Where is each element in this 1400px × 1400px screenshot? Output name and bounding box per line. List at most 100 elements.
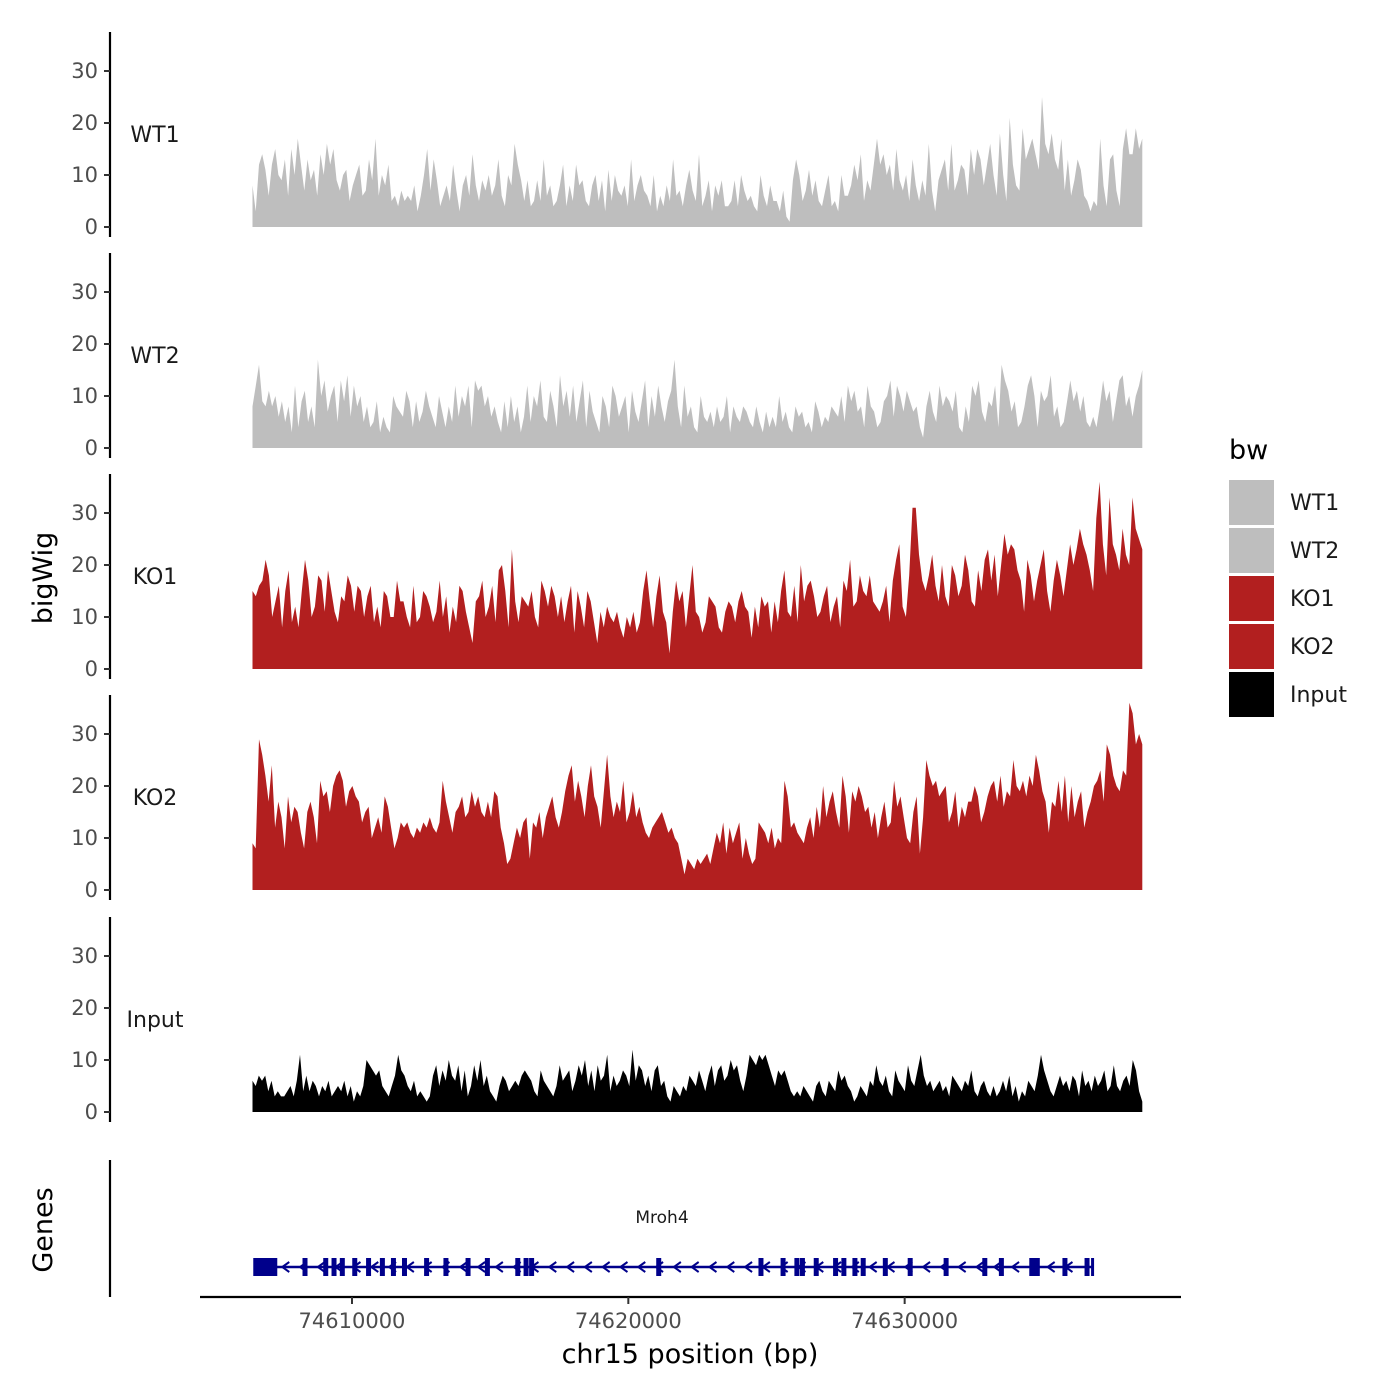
y-tick-label: 20 (71, 553, 98, 577)
exon (813, 1258, 819, 1276)
strand-arrow (956, 1261, 967, 1273)
exon (794, 1258, 800, 1276)
legend-swatch (1229, 480, 1274, 525)
x-tick-label: 74620000 (575, 1309, 682, 1333)
exon (253, 1258, 278, 1276)
signal-area-ko2 (252, 702, 1143, 890)
track-label: KO2 (133, 786, 178, 811)
exon (656, 1258, 662, 1276)
exon (323, 1258, 329, 1276)
signal-area-wt1 (252, 97, 1143, 227)
legend-label: Input (1290, 683, 1347, 708)
y-tick-label: 30 (71, 944, 98, 968)
exon (1029, 1258, 1035, 1276)
strand-arrow (689, 1261, 700, 1273)
strand-arrow (867, 1261, 878, 1273)
exon (1032, 1258, 1038, 1276)
x-axis: 74610000 74620000 74630000 (200, 1295, 1181, 1333)
legend-label: WT2 (1290, 539, 1339, 564)
y-tick-label: 20 (71, 774, 98, 798)
exon (529, 1258, 535, 1276)
exon (424, 1258, 430, 1276)
track-wt2: 0 10 20 30 WT2 (71, 253, 1143, 460)
exon (515, 1258, 521, 1276)
strand-arrow (636, 1261, 646, 1273)
exon (982, 1258, 988, 1276)
strand-arrow (458, 1261, 468, 1273)
strand-arrow (476, 1261, 486, 1273)
exon (758, 1258, 764, 1276)
y-tick-label: 30 (71, 501, 98, 525)
strand-arrow (725, 1261, 735, 1273)
strand-arrow (369, 1261, 379, 1273)
y-tick-label: 10 (71, 1048, 98, 1072)
strand-arrow (583, 1261, 593, 1273)
y-tick-label: 30 (71, 280, 98, 304)
exon (799, 1258, 805, 1276)
strand-arrow (743, 1261, 753, 1273)
track-ko1: 0 10 20 30 KO1 (71, 474, 1143, 681)
y-axis-title: bigWig (28, 532, 59, 625)
legend: bw WT1 WT2 KO1 KO2 Input (1229, 435, 1347, 717)
strand-arrow (316, 1261, 326, 1273)
y-tick-label: 0 (85, 215, 98, 239)
y-tick-label: 10 (71, 826, 98, 850)
legend-item-wt2: WT2 (1229, 528, 1339, 573)
track-label: Input (127, 1008, 184, 1033)
exon (1034, 1258, 1040, 1276)
legend-swatch (1229, 528, 1274, 573)
exon (1062, 1258, 1068, 1276)
track-wt1: 0 10 20 30 WT1 (71, 32, 1143, 239)
y-tick-label: 10 (71, 605, 98, 629)
x-tick-label: 74630000 (851, 1309, 958, 1333)
exon (852, 1258, 858, 1276)
bigwig-tracks: 0 10 20 30 WT1 0 10 20 30 WT2 0 10 20 30 KO1 0 10 20 30 KO2… (71, 32, 1143, 1124)
strand-arrow (547, 1261, 557, 1273)
exon (882, 1258, 888, 1276)
y-tick-label: 30 (71, 722, 98, 746)
signal-area-wt2 (252, 359, 1143, 448)
legend-label: KO2 (1290, 635, 1335, 660)
exon (907, 1258, 913, 1276)
strand-arrow (494, 1261, 504, 1273)
exon (833, 1258, 839, 1276)
track-input: 0 10 20 30 Input (71, 917, 1143, 1124)
exon (339, 1258, 345, 1276)
exon (943, 1258, 949, 1276)
track-label: WT2 (130, 344, 179, 369)
legend-title: bw (1229, 435, 1268, 466)
strand-arrow (707, 1261, 718, 1273)
genes-panel: Mroh4 (108, 1160, 1095, 1297)
track-label: KO1 (133, 565, 178, 590)
exon (352, 1258, 358, 1276)
exon (390, 1258, 396, 1276)
legend-item-ko1: KO1 (1229, 576, 1335, 621)
legend-label: KO1 (1290, 587, 1335, 612)
exon (841, 1258, 847, 1276)
gene-model (253, 1258, 1095, 1276)
y-tick-label: 0 (85, 1100, 98, 1124)
legend-item-ko2: KO2 (1229, 624, 1335, 669)
legend-swatch (1229, 624, 1274, 669)
strand-arrow (600, 1261, 611, 1273)
exon (302, 1258, 308, 1276)
strand-arrow (618, 1261, 629, 1273)
signal-area-ko1 (252, 481, 1143, 669)
x-axis-title: chr15 position (bp) (562, 1339, 819, 1370)
exon (998, 1258, 1004, 1276)
y-tick-label: 20 (71, 332, 98, 356)
y-tick-label: 0 (85, 878, 98, 902)
exon (780, 1258, 786, 1276)
exon (366, 1258, 372, 1276)
track-label: WT1 (130, 123, 179, 148)
exon (379, 1258, 385, 1276)
genes-axis-title: Genes (28, 1187, 59, 1272)
exon (523, 1258, 529, 1276)
signal-area-input (252, 1049, 1143, 1112)
exon (1084, 1258, 1090, 1276)
y-tick-label: 0 (85, 657, 98, 681)
legend-item-input: Input (1229, 672, 1347, 717)
exon (443, 1258, 449, 1276)
exon (860, 1258, 866, 1276)
